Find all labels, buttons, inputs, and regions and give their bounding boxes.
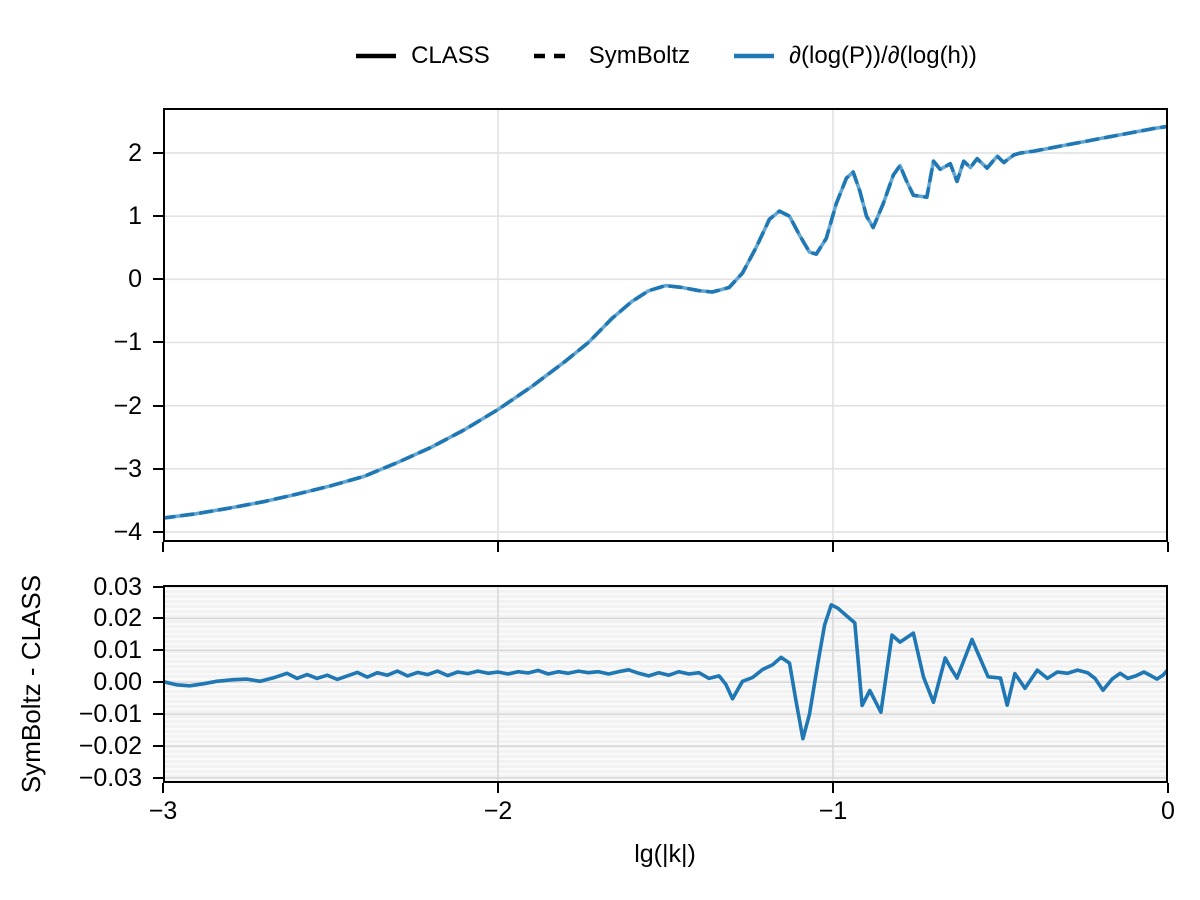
y-tick-label: 2	[128, 138, 142, 167]
legend-label: ∂(log(P))/∂(log(h))	[789, 42, 977, 69]
legend-line-sample-dashed	[533, 53, 574, 59]
x-axis-label: lg(|k|)	[634, 840, 696, 868]
y-tick-label: −0.01	[78, 700, 142, 729]
y-tick-label: 0.01	[93, 636, 142, 665]
legend-line-sample-solid	[356, 53, 397, 59]
y-tick	[153, 681, 163, 684]
y-tick	[153, 649, 163, 652]
residual-plot-panel	[163, 585, 1168, 783]
y-tick-label: 0.03	[93, 572, 142, 601]
y-tick-label: −4	[113, 518, 142, 547]
x-tick	[497, 783, 499, 793]
x-tick	[162, 542, 164, 552]
x-tick	[162, 783, 164, 793]
x-tick	[497, 542, 499, 552]
residual-plot-canvas	[163, 585, 1168, 783]
legend-item-2: SymBoltz	[532, 42, 690, 70]
y-tick	[153, 151, 163, 154]
y-tick-label: −3	[113, 454, 142, 483]
x-tick	[832, 783, 834, 793]
legend: CLASS SymBoltz ∂(log(P))/∂(log(h))	[163, 30, 1168, 82]
panel-spines	[163, 108, 1168, 542]
y-tick	[153, 617, 163, 620]
y-tick-label: −2	[113, 391, 142, 420]
panel-spines	[163, 585, 1168, 783]
y-tick-label: −0.03	[78, 763, 142, 792]
y-tick	[153, 531, 163, 534]
y-tick-label: −0.02	[78, 732, 142, 760]
y-tick	[153, 278, 163, 281]
legend-line-sample-solid	[734, 53, 775, 59]
y-tick	[153, 215, 163, 218]
y-tick	[153, 776, 163, 779]
y-tick	[153, 713, 163, 716]
class-curve	[163, 124, 1168, 520]
y-tick	[153, 585, 163, 588]
y-tick-label: 0.00	[93, 668, 142, 697]
y-tick	[153, 467, 163, 470]
symboltz-minus-class-curve	[163, 602, 1168, 741]
y-tick	[153, 341, 163, 344]
y-tick	[153, 404, 163, 407]
legend-item-3: ∂(log(P))/∂(log(h))	[732, 42, 977, 70]
legend-label: SymBoltz	[588, 42, 691, 69]
legend-item-1: CLASS	[354, 42, 490, 70]
main-plot-canvas	[163, 108, 1168, 542]
y-tick-label: 0.02	[93, 604, 142, 633]
y-tick-label: 0	[128, 265, 142, 294]
x-tick	[832, 542, 834, 552]
x-tick	[1167, 542, 1169, 552]
x-tick-label: −1	[818, 797, 848, 825]
symboltz-curve	[163, 124, 1168, 520]
y-tick	[153, 745, 163, 747]
x-tick	[1167, 783, 1169, 793]
x-tick-label: −3	[148, 797, 178, 825]
residual-y-axis-label: SymBoltz - CLASS	[16, 574, 46, 794]
x-tick-label: 0	[1161, 797, 1175, 825]
y-tick-label: −1	[113, 328, 142, 357]
y-tick-label: 1	[128, 202, 142, 231]
legend-label: CLASS	[411, 42, 490, 69]
x-tick-label: −2	[483, 797, 513, 825]
main-plot-panel	[163, 108, 1168, 542]
